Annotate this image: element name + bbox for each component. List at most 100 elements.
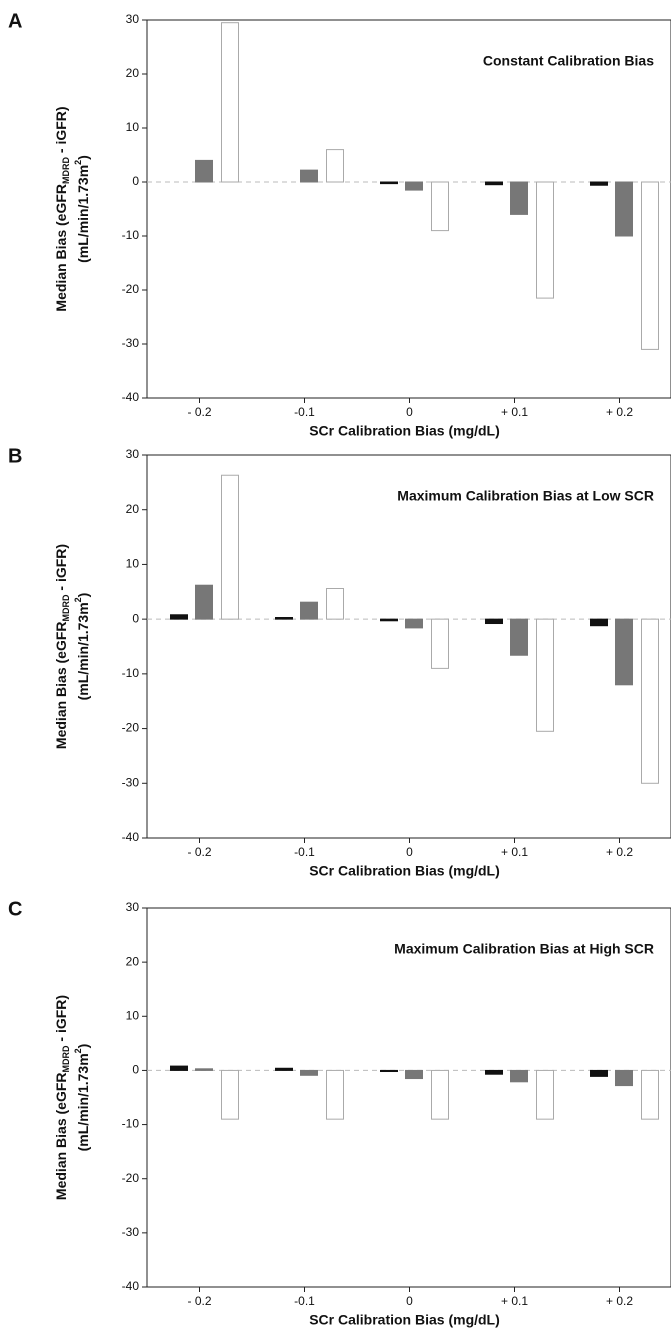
y-axis-label-part: Median Bias (eGFR [53,1072,69,1200]
bar [641,618,659,784]
x-tick-label: - 0.2 [187,405,211,419]
y-tick-label: -40 [122,1279,140,1293]
y-tick-label: 30 [126,900,140,914]
x-axis-label: SCr Calibration Bias (mg/dL) [309,863,500,879]
panel-letter: C [8,898,22,920]
bar [405,618,423,629]
y-tick-label: -40 [122,830,140,844]
bar [615,1069,633,1087]
y-tick-label: 20 [126,954,140,968]
bar [590,1069,608,1077]
y-axis-label: (mL/min/1.73m2) [73,1044,90,1152]
bar [170,1065,188,1071]
bar [300,1069,318,1076]
panel-letter: A [8,10,22,32]
chart-title: Maximum Calibration Bias at Low SCR [397,488,654,504]
y-tick-label: -10 [122,666,140,680]
bar [641,181,659,350]
y-axis-label-part: MDRD [61,156,71,183]
y-axis-label: Median Bias (eGFRMDRD - iGFR) [53,544,72,749]
x-tick-label: + 0.2 [606,405,633,419]
bar [221,1069,239,1120]
x-tick-label: - 0.2 [187,1294,211,1308]
y-axis-label-part: MDRD [61,594,71,621]
bar [195,584,213,620]
bar [590,618,608,627]
y-tick-label: 10 [126,120,140,134]
y-tick-label: -20 [122,721,140,735]
bar [431,1069,449,1120]
y-axis-label-part: 2 [73,1048,83,1053]
y-axis-label: Median Bias (eGFRMDRD - iGFR) [53,106,72,311]
bar [615,618,633,686]
bar [221,22,239,183]
x-tick-label: 0 [406,1294,413,1308]
bar [405,181,423,191]
chart-title: Maximum Calibration Bias at High SCR [394,941,654,957]
y-axis-label-part: 2 [73,160,83,165]
y-axis-label-part: MDRD [61,1045,71,1072]
bar [326,588,344,620]
bar [536,181,554,299]
x-tick-label: + 0.1 [501,845,528,859]
y-tick-label: -30 [122,336,140,350]
x-tick-label: 0 [406,405,413,419]
bar [485,618,503,625]
x-tick-label: - 0.2 [187,845,211,859]
bar [300,601,318,620]
y-axis-label-part: ) [75,155,91,160]
x-axis-label: SCr Calibration Bias (mg/dL) [309,423,500,439]
y-tick-label: 30 [126,12,140,26]
y-axis-label-part: ) [75,1044,91,1049]
bar [221,474,239,620]
y-tick-label: -30 [122,775,140,789]
y-tick-label: 0 [132,174,139,188]
y-axis-label-part: - iGFR) [53,995,69,1046]
y-tick-label: -20 [122,282,140,296]
y-axis-label-part: (mL/min/1.73m [75,1053,91,1151]
y-tick-label: 20 [126,502,140,516]
bar [641,1069,659,1120]
bar [485,181,503,186]
chart-title: Constant Calibration Bias [483,53,654,69]
y-tick-label: 0 [132,611,139,625]
y-tick-label: -30 [122,1225,140,1239]
y-axis-label-part: - iGFR) [53,106,69,157]
y-axis-label-part: ) [75,593,91,598]
bar [510,181,528,215]
bar [380,181,398,185]
y-tick-label: 0 [132,1063,139,1077]
x-tick-label: 0 [406,845,413,859]
bar [536,1069,554,1120]
y-axis-label-part: Median Bias (eGFR [53,184,69,312]
x-tick-label: -0.1 [294,405,315,419]
y-axis-label: (mL/min/1.73m2) [73,593,90,701]
y-axis-label-part: 2 [73,597,83,602]
bar [380,618,398,622]
bar [275,617,293,620]
bar [380,1069,398,1073]
x-tick-label: + 0.1 [501,405,528,419]
y-tick-label: 30 [126,447,140,461]
bar [300,169,318,183]
y-tick-label: -20 [122,1171,140,1185]
bar [510,618,528,656]
x-tick-label: -0.1 [294,845,315,859]
y-tick-label: 10 [126,557,140,571]
y-axis-label-part: (mL/min/1.73m [75,165,91,263]
y-tick-label: -10 [122,228,140,242]
y-tick-label: 20 [126,66,140,80]
bar [536,618,554,732]
x-tick-label: + 0.2 [606,845,633,859]
x-tick-label: + 0.1 [501,1294,528,1308]
bar [405,1069,423,1080]
bar [510,1069,528,1083]
y-tick-label: -40 [122,390,140,404]
bar [170,614,188,620]
bar [195,1068,213,1071]
y-axis-label-part: - iGFR) [53,544,69,595]
bar [326,149,344,183]
bar [431,181,449,232]
x-tick-label: -0.1 [294,1294,315,1308]
bar [275,1067,293,1071]
